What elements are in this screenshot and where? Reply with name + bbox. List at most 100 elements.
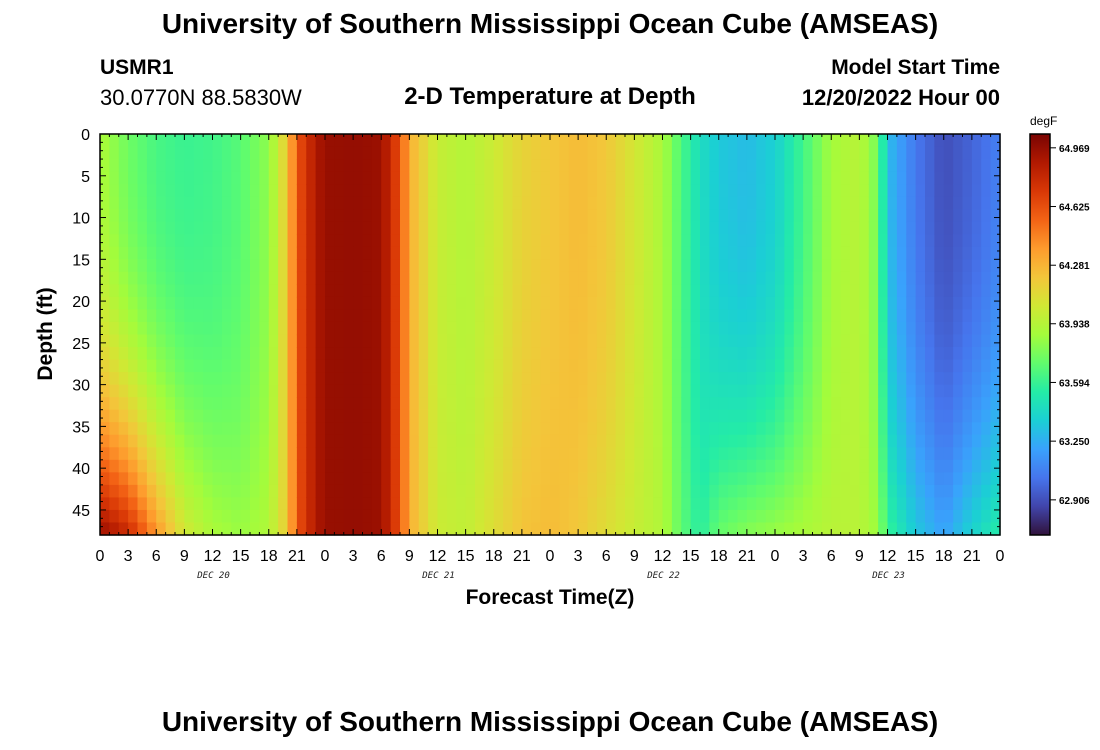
heatmap-cell — [596, 422, 607, 436]
heatmap-cell — [521, 422, 532, 436]
heatmap-cell — [681, 221, 692, 235]
heatmap-cell — [953, 447, 964, 461]
heatmap-cell — [465, 497, 476, 511]
heatmap-cell — [315, 422, 326, 436]
heatmap-cell — [625, 284, 635, 298]
heatmap-cell — [409, 522, 420, 536]
heatmap-cell — [840, 397, 851, 411]
heatmap-cell — [925, 372, 935, 386]
heatmap-cell — [662, 434, 673, 448]
heatmap-cell — [325, 271, 335, 285]
heatmap-cell — [381, 159, 392, 173]
heatmap-cell — [203, 284, 214, 298]
heatmap-cell — [203, 434, 214, 448]
heatmap-cell — [606, 334, 617, 348]
heatmap-cell — [334, 347, 345, 361]
heatmap-cell — [540, 234, 551, 248]
heatmap-cell — [484, 221, 495, 235]
heatmap-cell — [400, 309, 410, 323]
heatmap-cell — [493, 184, 504, 198]
heatmap-cell — [625, 359, 635, 373]
heatmap-cell — [465, 184, 476, 198]
heatmap-cell — [343, 522, 354, 536]
heatmap-cell — [268, 209, 279, 223]
heatmap-cell — [906, 522, 917, 536]
heatmap-cell — [184, 484, 195, 499]
heatmap-cell — [925, 296, 935, 311]
heatmap-cell — [212, 259, 223, 273]
heatmap-cell — [315, 171, 326, 185]
heatmap-cell — [137, 397, 148, 411]
heatmap-cell — [681, 259, 692, 273]
heatmap-cell — [840, 422, 851, 436]
heatmap-cell — [653, 347, 664, 361]
heatmap-cell — [493, 259, 504, 273]
heatmap-cell — [184, 522, 195, 536]
heatmap-cell — [250, 309, 260, 323]
heatmap-cell — [362, 259, 373, 273]
heatmap-cell — [390, 159, 401, 173]
heatmap-cell — [109, 372, 120, 386]
heatmap-cell — [559, 409, 570, 423]
heatmap-cell — [343, 234, 354, 248]
heatmap-cell — [915, 271, 926, 285]
heatmap-cell — [568, 472, 579, 486]
heatmap-cell — [250, 359, 260, 373]
heatmap-cell — [259, 472, 270, 486]
heatmap-cell — [934, 497, 945, 511]
heatmap-cell — [784, 447, 795, 461]
heatmap-cell — [971, 184, 982, 198]
heatmap-cell — [456, 296, 467, 311]
heatmap-cell — [381, 271, 392, 285]
heatmap-cell — [775, 321, 785, 336]
heatmap-cell — [943, 209, 954, 223]
heatmap-cell — [756, 334, 767, 348]
heatmap-cell — [906, 447, 917, 461]
x-tick-label: 21 — [288, 548, 306, 565]
heatmap-cell — [746, 397, 757, 411]
heatmap-cell — [868, 171, 879, 185]
colorbar: degF 64.96964.62564.28163.93863.59463.25… — [1029, 114, 1090, 536]
heatmap-cell — [343, 434, 354, 448]
heatmap-cell — [615, 234, 626, 248]
heatmap-cell — [587, 372, 598, 386]
heatmap-cell — [559, 284, 570, 298]
heatmap-cell — [568, 309, 579, 323]
heatmap-cell — [221, 472, 232, 486]
heatmap-cell — [306, 234, 317, 248]
heatmap-cell — [306, 472, 317, 486]
heatmap-cell — [193, 146, 204, 160]
heatmap-cell — [193, 271, 204, 285]
heatmap-cell — [915, 434, 926, 448]
heatmap-cell — [146, 472, 157, 486]
heatmap-cell — [503, 246, 514, 260]
heatmap-cell — [868, 146, 879, 160]
heatmap-cell — [681, 271, 692, 285]
heatmap-cell — [334, 422, 345, 436]
heatmap-cell — [971, 522, 982, 536]
heatmap-cell — [493, 209, 504, 223]
heatmap-cell — [803, 497, 814, 511]
heatmap-cell — [934, 271, 945, 285]
heatmap-cell — [681, 397, 692, 411]
heatmap-cell — [203, 171, 214, 185]
heatmap-cell — [831, 284, 842, 298]
heatmap-cell — [400, 484, 410, 499]
heatmap-cell — [100, 447, 110, 461]
heatmap-cell — [240, 234, 251, 248]
heatmap-cell — [484, 296, 495, 311]
heatmap-cell — [906, 209, 917, 223]
heatmap-cell — [109, 196, 120, 210]
x-tick-label: 15 — [907, 548, 925, 565]
heatmap-cell — [137, 221, 148, 235]
heatmap-cell — [700, 259, 710, 273]
heatmap-cell — [821, 334, 832, 348]
heatmap-cell — [165, 459, 176, 473]
y-tick-label: 20 — [72, 294, 90, 311]
heatmap-cell — [615, 447, 626, 461]
heatmap-cell — [475, 497, 485, 511]
heatmap-cell — [165, 321, 176, 336]
heatmap-cell — [240, 196, 251, 210]
heatmap-cell — [550, 309, 560, 323]
heatmap-cell — [671, 459, 682, 473]
